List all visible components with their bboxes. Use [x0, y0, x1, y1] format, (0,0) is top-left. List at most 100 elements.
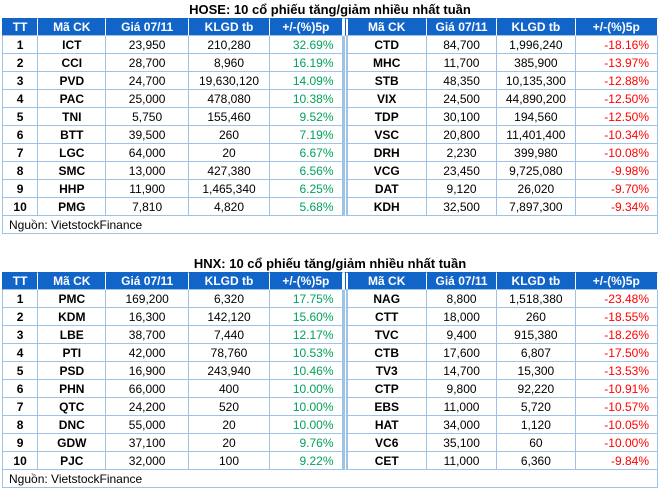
- table-row: 3 PVD 24,700 19,630,120 14.09% STB 48,350 10,13…: [2, 72, 658, 90]
- loser-volume-cell: 1,120: [497, 416, 576, 434]
- gainer-volume-cell: 20: [188, 416, 271, 434]
- loser-code-cell: VIX: [342, 90, 427, 108]
- header-loser-price: Giá 07/11: [426, 18, 498, 36]
- gainer-volume-cell: 8,960: [188, 54, 271, 72]
- gainer-change-cell: 10.46%: [270, 362, 343, 380]
- hnx-table: TT Mã CK Giá 07/11 KLGD tb +/-(%)5p Mã CK Giá …: [2, 272, 658, 488]
- gainer-volume-cell: 155,460: [188, 108, 271, 126]
- table-row: 1 ICT 23,950 210,280 32.69% CTD 84,700 1,996,24…: [2, 36, 658, 54]
- loser-volume-cell: 385,900: [497, 54, 576, 72]
- header-loser-change: +/-(%)5p: [575, 272, 658, 290]
- loser-price-cell: 2,230: [426, 144, 498, 162]
- loser-volume-cell: 9,725,080: [497, 162, 576, 180]
- gainer-volume-cell: 4,820: [188, 198, 271, 216]
- rank-cell: 6: [2, 126, 39, 144]
- rank-cell: 10: [2, 198, 39, 216]
- loser-change-cell: -9.70%: [575, 180, 658, 198]
- rank-cell: 3: [2, 326, 39, 344]
- rank-cell: 1: [2, 36, 39, 54]
- gainer-volume-cell: 20: [188, 434, 271, 452]
- loser-change-cell: -13.97%: [575, 54, 658, 72]
- gainer-change-cell: 15.60%: [270, 308, 343, 326]
- gainer-price-cell: 13,000: [106, 162, 189, 180]
- loser-price-cell: 8,800: [426, 290, 498, 308]
- gainer-price-cell: 16,900: [106, 362, 189, 380]
- gainer-code-cell: QTC: [38, 398, 107, 416]
- rank-cell: 5: [2, 108, 39, 126]
- loser-code-cell: CTB: [342, 344, 427, 362]
- gainer-price-cell: 11,900: [106, 180, 189, 198]
- loser-code-cell: CTD: [342, 36, 427, 54]
- rank-cell: 2: [2, 308, 39, 326]
- gainer-volume-cell: 142,120: [188, 308, 271, 326]
- loser-change-cell: -12.50%: [575, 90, 658, 108]
- loser-price-cell: 11,000: [426, 398, 498, 416]
- rank-cell: 2: [2, 54, 39, 72]
- loser-volume-cell: 15,300: [497, 362, 576, 380]
- gainer-volume-cell: 520: [188, 398, 271, 416]
- gainer-change-cell: 9.52%: [270, 108, 343, 126]
- table-row: 9 HHP 11,900 1,465,340 6.25% DAT 9,120 26,020 -9…: [2, 180, 658, 198]
- hnx-table-body: 1 PMC 169,200 6,320 17.75% NAG 8,800 1,518,380-…: [2, 290, 658, 470]
- header-gainer-price: Giá 07/11: [106, 272, 189, 290]
- loser-price-cell: 34,000: [426, 416, 498, 434]
- gainer-code-cell: HHP: [38, 180, 107, 198]
- gainer-price-cell: 42,000: [106, 344, 189, 362]
- loser-code-cell: MHC: [342, 54, 427, 72]
- table-row: 8 SMC 13,000 427,380 6.56% VCG 23,450 9,725,080…: [2, 162, 658, 180]
- gainer-price-cell: 28,700: [106, 54, 189, 72]
- gainer-volume-cell: 427,380: [188, 162, 271, 180]
- gainer-volume-cell: 243,940: [188, 362, 271, 380]
- loser-volume-cell: 6,807: [497, 344, 576, 362]
- loser-volume-cell: 915,380: [497, 326, 576, 344]
- gainer-volume-cell: 260: [188, 126, 271, 144]
- gainer-code-cell: CCI: [38, 54, 107, 72]
- gainer-price-cell: 7,810: [106, 198, 189, 216]
- header-gainer-price: Giá 07/11: [106, 18, 189, 36]
- loser-price-cell: 11,000: [426, 452, 498, 470]
- gainer-price-cell: 169,200: [106, 290, 189, 308]
- header-loser-code: Mã CK: [342, 18, 427, 36]
- table-row: 2 KDM 16,300 142,120 15.60% CTT 18,000 260 -18.5…: [2, 308, 658, 326]
- loser-change-cell: -23.48%: [575, 290, 658, 308]
- gainer-volume-cell: 20: [188, 144, 271, 162]
- loser-price-cell: 30,100: [426, 108, 498, 126]
- loser-volume-cell: 1,518,380: [497, 290, 576, 308]
- table-row: 6 PHN 66,000 400 10.00% CTP 9,800 92,220 -10.91%: [2, 380, 658, 398]
- loser-volume-cell: 399,980: [497, 144, 576, 162]
- gainer-price-cell: 37,100: [106, 434, 189, 452]
- rank-cell: 1: [2, 290, 39, 308]
- gainer-change-cell: 10.00%: [270, 398, 343, 416]
- loser-change-cell: -18.26%: [575, 326, 658, 344]
- rank-cell: 9: [2, 180, 39, 198]
- loser-price-cell: 84,700: [426, 36, 498, 54]
- gainer-code-cell: PHN: [38, 380, 107, 398]
- header-rank: TT: [2, 18, 39, 36]
- loser-change-cell: -9.98%: [575, 162, 658, 180]
- loser-volume-cell: 44,890,200: [497, 90, 576, 108]
- gainer-price-cell: 66,000: [106, 380, 189, 398]
- table-row: 7 QTC 24,200 520 10.00% EBS 11,000 5,720 -10.57%: [2, 398, 658, 416]
- loser-price-cell: 18,000: [426, 308, 498, 326]
- hose-section: HOSE: 10 cổ phiếu tăng/giảm nhiều nhất t…: [2, 2, 658, 234]
- gainer-change-cell: 10.00%: [270, 380, 343, 398]
- rank-cell: 8: [2, 162, 39, 180]
- gainer-price-cell: 5,750: [106, 108, 189, 126]
- gainer-code-cell: ICT: [38, 36, 107, 54]
- loser-code-cell: VC6: [342, 434, 427, 452]
- hose-source-label: Nguồn: VietstockFinance: [2, 216, 658, 234]
- loser-code-cell: EBS: [342, 398, 427, 416]
- gainer-change-cell: 7.19%: [270, 126, 343, 144]
- gainer-price-cell: 64,000: [106, 144, 189, 162]
- loser-change-cell: -13.53%: [575, 362, 658, 380]
- gainer-change-cell: 12.17%: [270, 326, 343, 344]
- hose-table-body: 1 ICT 23,950 210,280 32.69% CTD 84,700 1,996,24…: [2, 36, 658, 216]
- loser-volume-cell: 60: [497, 434, 576, 452]
- gainer-volume-cell: 7,440: [188, 326, 271, 344]
- loser-volume-cell: 260: [497, 308, 576, 326]
- header-loser-code: Mã CK: [342, 272, 427, 290]
- loser-volume-cell: 6,360: [497, 452, 576, 470]
- table-row: 5 PSD 16,900 243,940 10.46% TV3 14,700 15,300 -1…: [2, 362, 658, 380]
- loser-change-cell: -10.34%: [575, 126, 658, 144]
- rank-cell: 4: [2, 90, 39, 108]
